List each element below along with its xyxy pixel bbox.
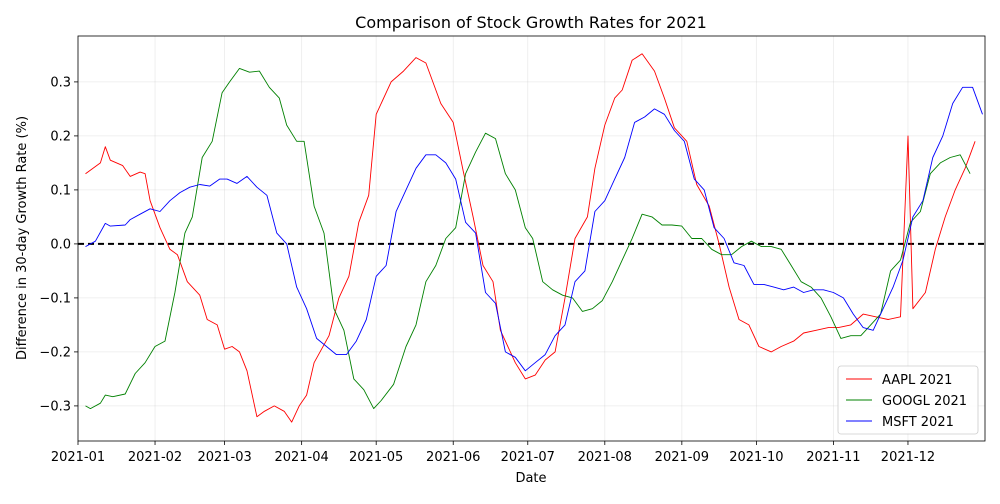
x-tick-label: 2021-09	[655, 450, 709, 465]
x-axis-label: Date	[515, 471, 546, 486]
y-tick-label: 0.2	[50, 129, 71, 144]
x-tick-label: 2021-10	[729, 450, 783, 465]
y-tick-label: 0.3	[50, 75, 71, 90]
x-tick-label: 2021-12	[881, 450, 935, 465]
y-axis-ticks: −0.3 −0.2 −0.1 0.0 0.1 0.2 0.3	[39, 75, 78, 414]
chart-title: Comparison of Stock Growth Rates for 202…	[355, 13, 707, 32]
x-axis-ticks: 2021-01 2021-02 2021-03 2021-04 2021-05 2021-…	[51, 441, 935, 465]
y-axis-label: Difference in 30-day Growth Rate (%)	[15, 116, 30, 360]
y-tick-label: −0.1	[39, 291, 71, 306]
x-tick-label: 2021-07	[501, 450, 555, 465]
series-lines	[85, 53, 983, 423]
series-line-googl	[85, 67, 971, 410]
legend-label-googl: GOOGL 2021	[882, 394, 967, 409]
legend: AAPL 2021 GOOGL 2021 MSFT 2021	[837, 365, 979, 435]
series-line-msft	[85, 86, 983, 372]
y-tick-label: 0.0	[50, 237, 71, 252]
x-tick-label: 2021-08	[578, 450, 632, 465]
x-tick-label: 2021-04	[274, 450, 328, 465]
x-tick-label: 2021-11	[806, 450, 860, 465]
legend-box	[837, 365, 979, 435]
series-line-aapl	[85, 53, 976, 423]
x-tick-label: 2021-03	[197, 450, 251, 465]
plot-frame	[77, 35, 986, 442]
x-tick-label: 2021-01	[51, 450, 105, 465]
legend-label-aapl: AAPL 2021	[882, 373, 952, 388]
x-tick-label: 2021-06	[426, 450, 480, 465]
y-tick-label: −0.3	[39, 399, 71, 414]
x-tick-label: 2021-05	[349, 450, 403, 465]
y-tick-label: −0.2	[39, 345, 71, 360]
grid	[77, 36, 985, 441]
y-tick-label: 0.1	[50, 183, 71, 198]
legend-label-msft: MSFT 2021	[882, 415, 954, 430]
x-tick-label: 2021-02	[128, 450, 182, 465]
